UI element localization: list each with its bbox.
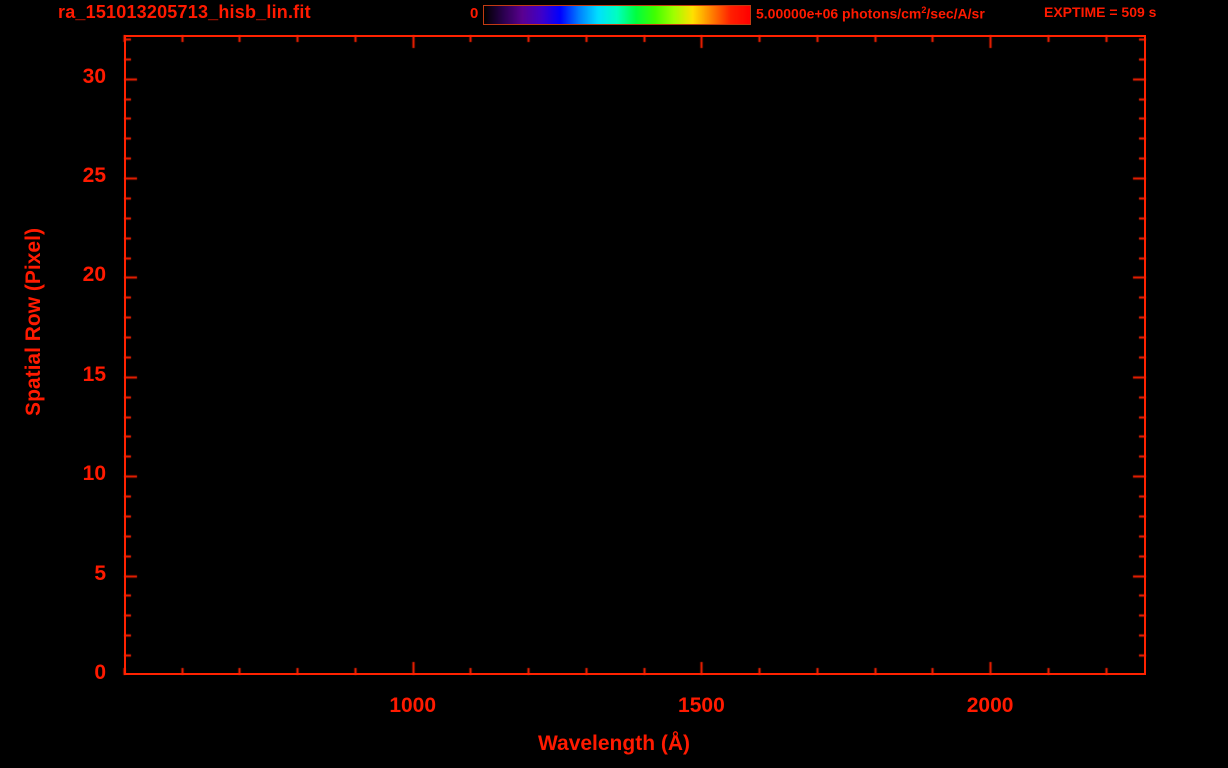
exposure-time-label: EXPTIME = 509 s: [1044, 4, 1157, 20]
y-axis-label: Spatial Row (Pixel): [22, 228, 45, 416]
colorbar-units: photons/cm: [842, 5, 922, 22]
y-tick-label: 0: [94, 661, 106, 684]
colorbar-units-suffix: /sec/A/sr: [926, 5, 985, 22]
x-tick-label: 1500: [678, 694, 725, 717]
x-tick-label: 1000: [389, 694, 437, 717]
y-tick-label: 5: [94, 561, 106, 585]
y-tick-label: 25: [82, 164, 106, 188]
y-tick-label: 10: [82, 462, 106, 486]
x-axis-label: Wavelength (Å): [537, 732, 691, 755]
y-tick-label: 15: [82, 362, 106, 386]
colorbar-min-label: 0: [470, 5, 479, 22]
colorbar-gradient: [484, 6, 750, 24]
plot-frame: [124, 35, 1146, 675]
y-tick-label: 30: [82, 64, 106, 88]
colorbar-max-label: 5.00000e+06 photons/cm2/sec/A/sr: [756, 5, 985, 22]
colorbar-max-value: 5.00000e+06: [756, 5, 839, 22]
y-tick-label: 20: [82, 263, 106, 287]
figure-title: ra_151013205713_hisb_lin.fit: [58, 2, 311, 22]
x-tick-label: 2000: [966, 694, 1014, 717]
colorbar: [483, 5, 751, 25]
